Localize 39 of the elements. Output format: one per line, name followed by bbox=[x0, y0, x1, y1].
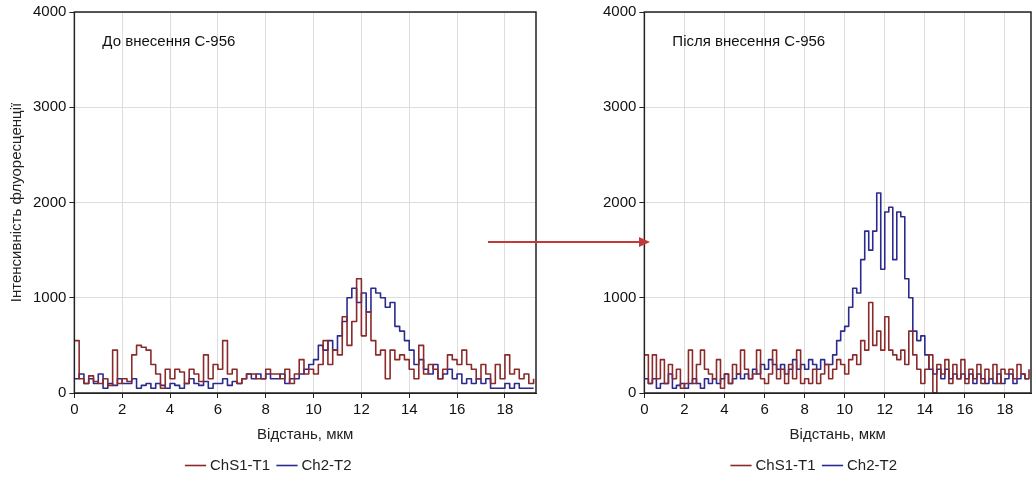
x-tick-label: 18 bbox=[996, 400, 1014, 418]
x-tick-label: 16 bbox=[956, 400, 974, 418]
annotation: Після внесення С-956 bbox=[672, 31, 826, 49]
x-tick-label: 4 bbox=[165, 400, 175, 418]
x-tick-label: 8 bbox=[261, 400, 270, 418]
x-axis-title: Відстань, мкм bbox=[257, 425, 354, 443]
x-axis-title: Відстань, мкм bbox=[789, 425, 886, 443]
y-tick-label: 0 bbox=[58, 383, 67, 401]
y-tick-label: 2000 bbox=[32, 192, 67, 210]
x-tick-label: 10 bbox=[305, 400, 322, 418]
y-tick-label: 1000 bbox=[602, 287, 637, 305]
x-tick-label: 14 bbox=[916, 400, 934, 418]
y-tick-label: 2000 bbox=[602, 192, 637, 210]
y-tick-label: 0 bbox=[628, 383, 637, 401]
x-tick-label: 2 bbox=[118, 400, 127, 418]
x-tick-label: 4 bbox=[720, 400, 729, 418]
x-tick-label: 12 bbox=[353, 400, 370, 418]
y-tick-label: 4000 bbox=[602, 2, 637, 20]
legend-label: ChS1-T1 bbox=[209, 455, 271, 473]
annotation: До внесення С-956 bbox=[102, 31, 236, 49]
legend-label: ChS1-T1 bbox=[755, 455, 816, 473]
y-tick-label: 1000 bbox=[32, 287, 67, 305]
x-tick-label: 6 bbox=[760, 400, 769, 418]
x-tick-label: 0 bbox=[640, 400, 649, 418]
x-tick-label: 12 bbox=[876, 400, 894, 418]
y-tick-label: 3000 bbox=[602, 97, 637, 115]
legend-label: Ch2-T2 bbox=[847, 455, 898, 473]
y-tick-label: 4000 bbox=[32, 2, 67, 20]
x-tick-label: 0 bbox=[70, 400, 79, 418]
legend-label: Ch2-T2 bbox=[301, 455, 352, 473]
x-tick-label: 10 bbox=[836, 400, 854, 418]
x-tick-label: 16 bbox=[448, 400, 466, 418]
x-tick-label: 2 bbox=[680, 400, 689, 418]
x-tick-label: 8 bbox=[800, 400, 809, 418]
y-axis-title: Інтенсивність флуоресценції bbox=[7, 102, 25, 303]
y-tick-label: 3000 bbox=[32, 97, 67, 115]
x-tick-label: 6 bbox=[213, 400, 223, 418]
x-tick-label: 18 bbox=[496, 400, 514, 418]
x-tick-label: 14 bbox=[400, 400, 418, 418]
